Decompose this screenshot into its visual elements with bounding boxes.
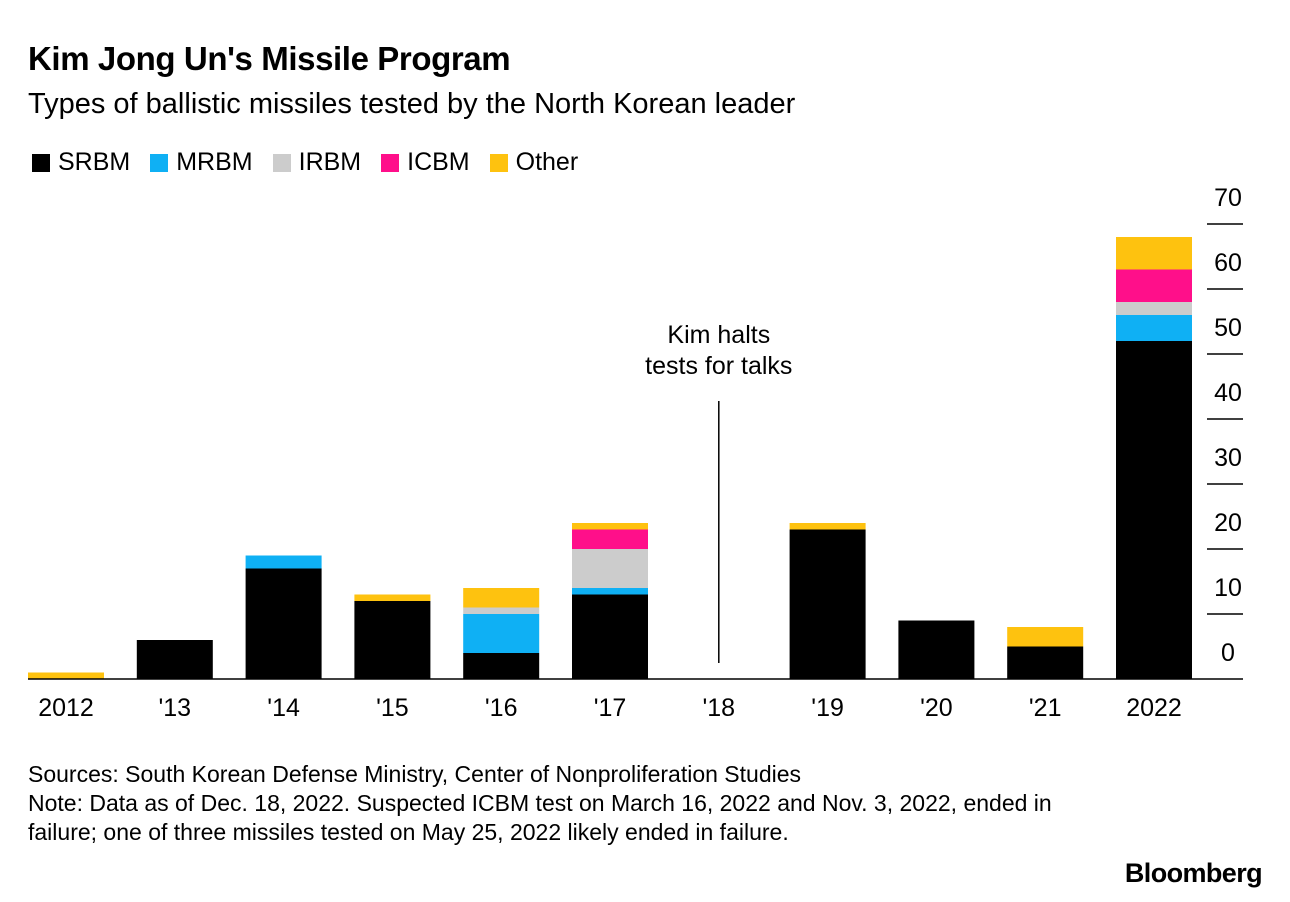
x-tick-label-10: 2022 xyxy=(1126,694,1182,722)
chart-plot: 0 10 20 30 40 50 60 70 2012 '13 '14 '15 '16 '17 '18 '19… xyxy=(28,184,1243,722)
bar-other-4 xyxy=(463,588,540,608)
legend-label-irbm: IRBM xyxy=(298,148,362,176)
legend-item-mrbm: MRBM xyxy=(150,148,253,177)
bar-other-7 xyxy=(789,523,866,530)
chart-title: Kim Jong Un's Missile Program xyxy=(28,40,511,77)
sources-text: Sources: South Korean Defense Ministry, … xyxy=(28,761,802,787)
legend-swatch-icbm xyxy=(381,153,400,172)
bar-mrbm-4 xyxy=(463,614,540,653)
bar-other-0 xyxy=(28,672,104,679)
footer: Sources: South Korean Defense Ministry, … xyxy=(28,760,1068,847)
chart-subtitle: Types of ballistic missiles tested by th… xyxy=(28,88,796,120)
bar-icbm-5 xyxy=(572,529,648,549)
bar-other-9 xyxy=(1007,627,1084,647)
legend-label-icbm: ICBM xyxy=(407,148,470,176)
legend-label-srbm: SRBM xyxy=(58,148,131,176)
legend-swatch-srbm xyxy=(32,153,50,172)
x-tick-label-3: '15 xyxy=(376,694,409,722)
legend-item-icbm: ICBM xyxy=(381,148,470,177)
legend-swatch-other xyxy=(489,153,508,172)
y-tick-label-20: 20 xyxy=(1214,509,1242,537)
legend-swatch-mrbm xyxy=(150,153,169,172)
bar-srbm-8 xyxy=(898,620,975,679)
y-tick-label-0: 0 xyxy=(1221,639,1235,667)
bar-srbm-5 xyxy=(572,594,648,679)
annotation-text-1: tests for talks xyxy=(645,352,792,380)
annotation-text-0: Kim halts xyxy=(667,321,770,349)
bar-srbm-9 xyxy=(1007,646,1084,679)
bar-irbm-5 xyxy=(572,549,648,588)
bar-other-5 xyxy=(572,523,648,530)
legend-item-irbm: IRBM xyxy=(272,148,362,177)
bar-mrbm-5 xyxy=(572,588,648,595)
bloomberg-logo: Bloomberg xyxy=(1124,858,1263,888)
x-tick-label-6: '18 xyxy=(703,694,736,722)
x-tick-label-5: '17 xyxy=(594,694,627,722)
bar-srbm-4 xyxy=(463,653,540,679)
x-tick-label-0: 2012 xyxy=(38,694,94,722)
x-tick-label-4: '16 xyxy=(485,694,518,722)
bar-icbm-10 xyxy=(1116,269,1192,302)
bar-mrbm-10 xyxy=(1116,315,1192,341)
y-tick-label-10: 10 xyxy=(1214,574,1242,602)
legend-label-other: Other xyxy=(515,148,579,176)
bar-srbm-10 xyxy=(1116,341,1192,679)
legend: SRBM MRBM IRBM ICBM Other xyxy=(32,148,598,177)
legend-item-other: Other xyxy=(489,148,579,177)
x-tick-label-2: '14 xyxy=(267,694,300,722)
legend-label-mrbm: MRBM xyxy=(176,148,253,176)
bar-other-3 xyxy=(354,594,431,601)
bar-srbm-7 xyxy=(789,529,866,679)
bar-mrbm-2 xyxy=(245,555,322,569)
x-tick-label-8: '20 xyxy=(920,694,953,722)
bar-srbm-1 xyxy=(136,640,213,679)
y-tick-label-30: 30 xyxy=(1214,444,1242,472)
y-tick-label-40: 40 xyxy=(1214,379,1242,407)
y-tick-label-60: 60 xyxy=(1214,249,1242,277)
y-tick-label-50: 50 xyxy=(1214,314,1242,342)
x-tick-label-1: '13 xyxy=(159,694,192,722)
x-tick-label-7: '19 xyxy=(811,694,844,722)
legend-swatch-irbm xyxy=(272,153,291,172)
y-tick-label-70: 70 xyxy=(1214,184,1242,212)
bar-other-10 xyxy=(1116,237,1192,270)
bar-srbm-2 xyxy=(245,568,322,679)
bar-irbm-4 xyxy=(463,607,540,614)
legend-item-srbm: SRBM xyxy=(32,148,130,177)
note-text: Note: Data as of Dec. 18, 2022. Suspecte… xyxy=(28,790,1052,845)
bar-irbm-10 xyxy=(1116,302,1192,315)
bar-srbm-3 xyxy=(354,601,431,679)
x-tick-label-9: '21 xyxy=(1029,694,1062,722)
